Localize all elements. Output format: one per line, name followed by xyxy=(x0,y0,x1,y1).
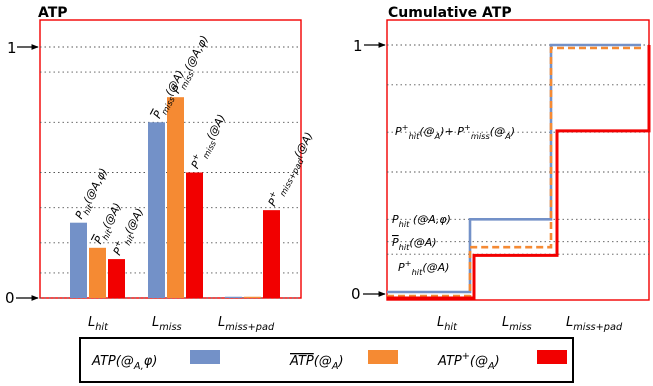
annotation-pplus-hit: P+hit(@A) xyxy=(398,258,449,277)
left-xtick-miss+pad: Lmiss+pad xyxy=(218,315,275,333)
step-line-series-2 xyxy=(387,45,651,300)
step-line-series-0 xyxy=(387,43,641,294)
bar-L_miss+pad-series-0 xyxy=(225,296,242,298)
legend-swatch-1 xyxy=(368,350,398,364)
legend-swatch-2 xyxy=(537,350,567,364)
right-ytick-0: 0 xyxy=(351,285,361,303)
legend-swatch-0 xyxy=(190,350,220,364)
legend-box xyxy=(79,337,574,383)
bar-annotation: P+miss(@A) xyxy=(186,111,231,173)
bar-L_hit-series-1 xyxy=(89,247,106,298)
left-xtick-miss: Lmiss xyxy=(152,315,182,333)
right-xtick-miss: Lmiss xyxy=(502,315,532,333)
right-ytick-1: 1 xyxy=(353,37,363,55)
left-panel: ATP Phit(@A,φ)Phit(@A)P+hit(@A)Pmiss(@A)… xyxy=(5,5,318,333)
bar-L_hit-series-2 xyxy=(108,259,125,298)
annotation-phit: Phit (@A,φ) xyxy=(392,213,451,229)
right-step-lines xyxy=(387,43,651,300)
bar-L_miss-series-2 xyxy=(186,172,203,298)
bar-L_hit-series-0 xyxy=(70,222,87,298)
bar-annotation: P+miss+pad(@A) xyxy=(263,129,318,210)
bar-annotation: Pmiss(@A,φ) xyxy=(170,33,214,97)
right-chart-title: Cumulative ATP xyxy=(388,5,512,21)
legend-label-2: ATP+(@A) xyxy=(437,351,500,372)
bar-L_miss-series-0 xyxy=(148,122,165,298)
legend-label-0: ATP(@A,φ) xyxy=(91,354,157,372)
left-x-tick-labels: Lhit Lmiss Lmiss+pad xyxy=(88,315,275,333)
right-plot-frame xyxy=(386,19,650,301)
right-annotations: P+hit(@A)+ P+miss(@A) Phit (@A,φ) Phit(@A)… xyxy=(392,122,515,277)
right-xtick-miss+pad: Lmiss+pad xyxy=(566,315,623,333)
right-x-tick-labels: Lhit Lmiss Lmiss+pad xyxy=(437,315,623,333)
bar-L_miss-series-1 xyxy=(167,97,184,298)
bar-L_miss+pad-series-1 xyxy=(244,296,261,298)
bar-L_miss+pad-series-2 xyxy=(263,210,280,298)
left-chart-title: ATP xyxy=(38,5,68,21)
legend-label-1: ATP(@A) xyxy=(289,354,344,372)
legend: ATP(@A,φ) ATP(@A) ATP+(@A) xyxy=(79,337,574,383)
left-ytick-0: 0 xyxy=(5,289,15,307)
left-bars xyxy=(70,97,280,298)
right-xtick-hit: Lhit xyxy=(437,315,458,333)
annotation-pbar-hit: Phit(@A) xyxy=(392,236,437,252)
annotation-cumulative-plus: P+hit(@A)+ P+miss(@A) xyxy=(395,122,515,141)
bar-annotation: Phit(@A) xyxy=(92,201,127,248)
step-line-series-1 xyxy=(387,46,641,298)
left-ytick-1: 1 xyxy=(7,39,17,57)
left-xtick-hit: Lhit xyxy=(88,315,109,333)
right-panel: Cumulative ATP P+hit(@A)+ P+miss(@A) Phit… xyxy=(351,5,651,333)
